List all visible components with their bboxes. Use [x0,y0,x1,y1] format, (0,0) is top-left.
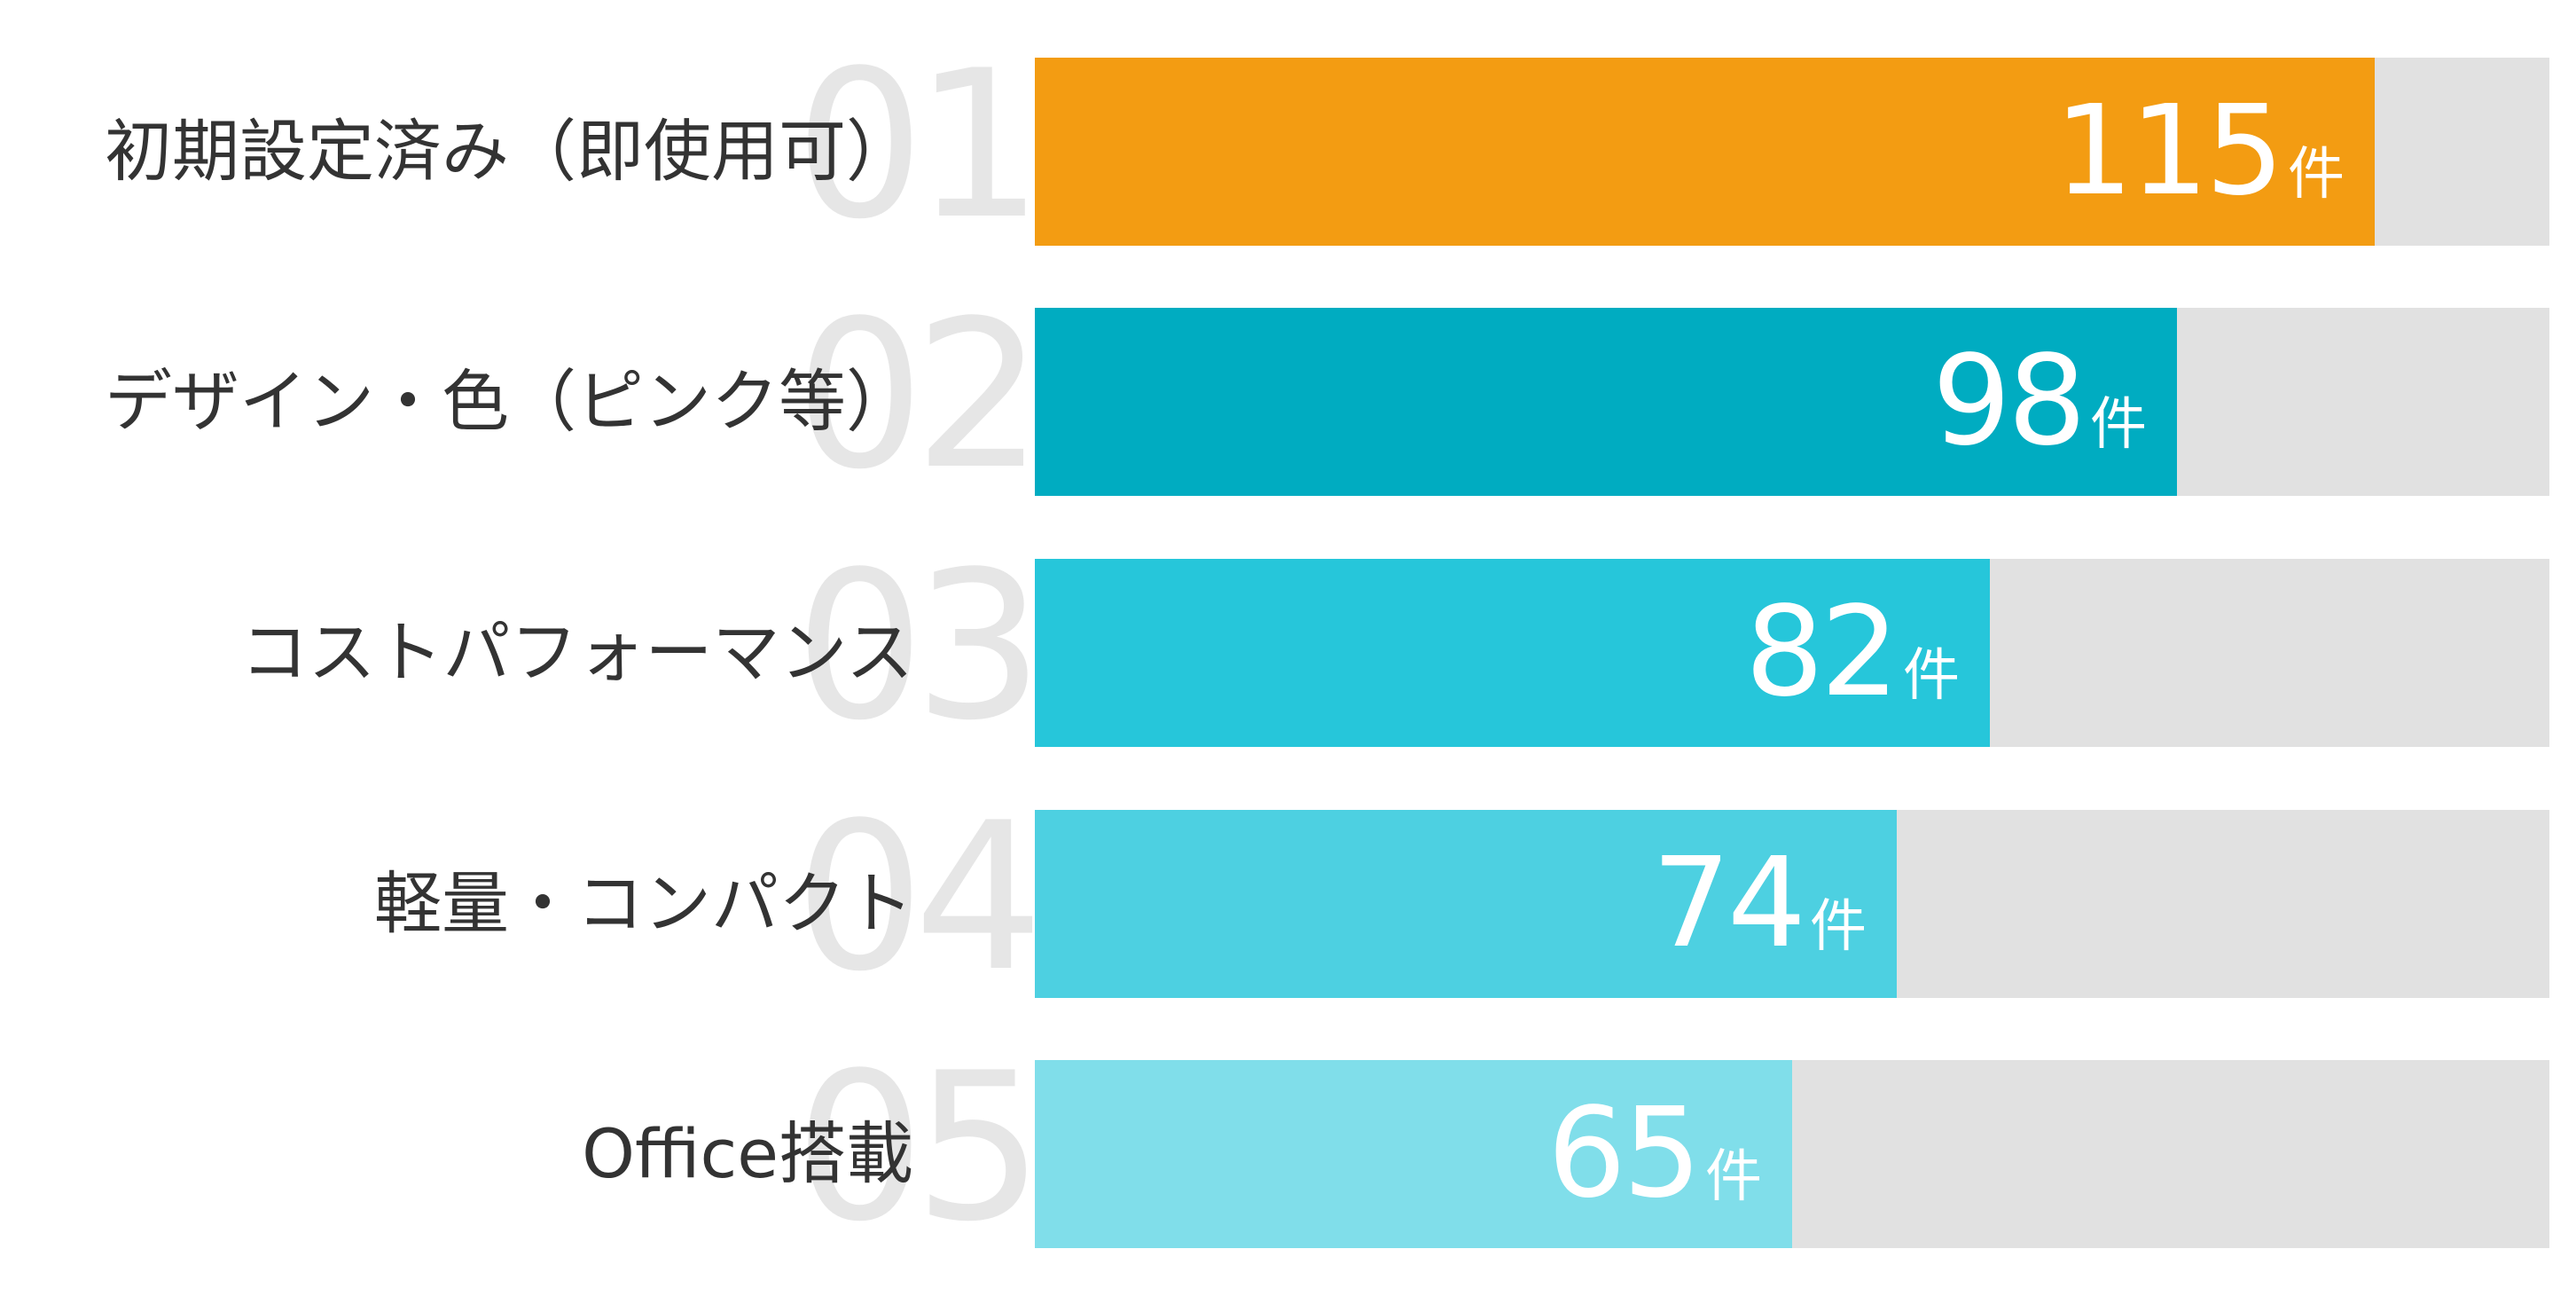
value-label: 74 件 [1652,842,1867,966]
bar-track: 82 件 [1035,559,2549,747]
bar: 98 件 [1035,308,2177,496]
rank-number: 04 [795,780,1044,1017]
rank-number: 05 [795,1030,1044,1267]
value-label: 82 件 [1745,591,1960,715]
bar-row: 02 デザイン・色（ピンク等） 98 件 [0,281,2576,512]
value-number: 82 [1744,580,1899,725]
value-number: 74 [1651,831,1806,976]
value-unit: 件 [1810,894,1867,960]
category-label: 初期設定済み（即使用可） [105,112,913,191]
value-label: 115 件 [2055,90,2345,214]
category-label: 軽量・コンパクト [374,864,913,943]
bar-track: 65 件 [1035,1060,2549,1248]
value-number: 115 [2054,79,2284,224]
rank-number: 03 [795,529,1044,766]
rank-number: 02 [795,278,1044,515]
bar-row: 01 初期設定済み（即使用可） 115 件 [0,31,2576,262]
bar: 115 件 [1035,58,2375,246]
value-unit: 件 [1903,643,1960,709]
value-number: 65 [1546,1081,1702,1226]
bar-row: 05 Office搭載 65 件 [0,1033,2576,1264]
value-unit: 件 [2288,142,2345,208]
category-label: コストパフォーマンス [240,613,913,692]
rank-number: 01 [795,27,1044,264]
bar: 82 件 [1035,559,1990,747]
bar-track: 74 件 [1035,810,2549,998]
value-unit: 件 [1705,1144,1762,1210]
bar-track: 98 件 [1035,308,2549,496]
bar-row: 03 コストパフォーマンス 82 件 [0,532,2576,763]
bar: 74 件 [1035,810,1897,998]
category-label: Office搭載 [582,1114,913,1193]
bar-row: 04 軽量・コンパクト 74 件 [0,783,2576,1014]
bar-track: 115 件 [1035,58,2549,246]
value-number: 98 [1931,329,2087,474]
category-label: デザイン・色（ピンク等） [105,362,913,441]
value-label: 65 件 [1547,1092,1762,1216]
bar: 65 件 [1035,1060,1792,1248]
value-label: 98 件 [1932,340,2147,464]
value-unit: 件 [2090,392,2147,458]
